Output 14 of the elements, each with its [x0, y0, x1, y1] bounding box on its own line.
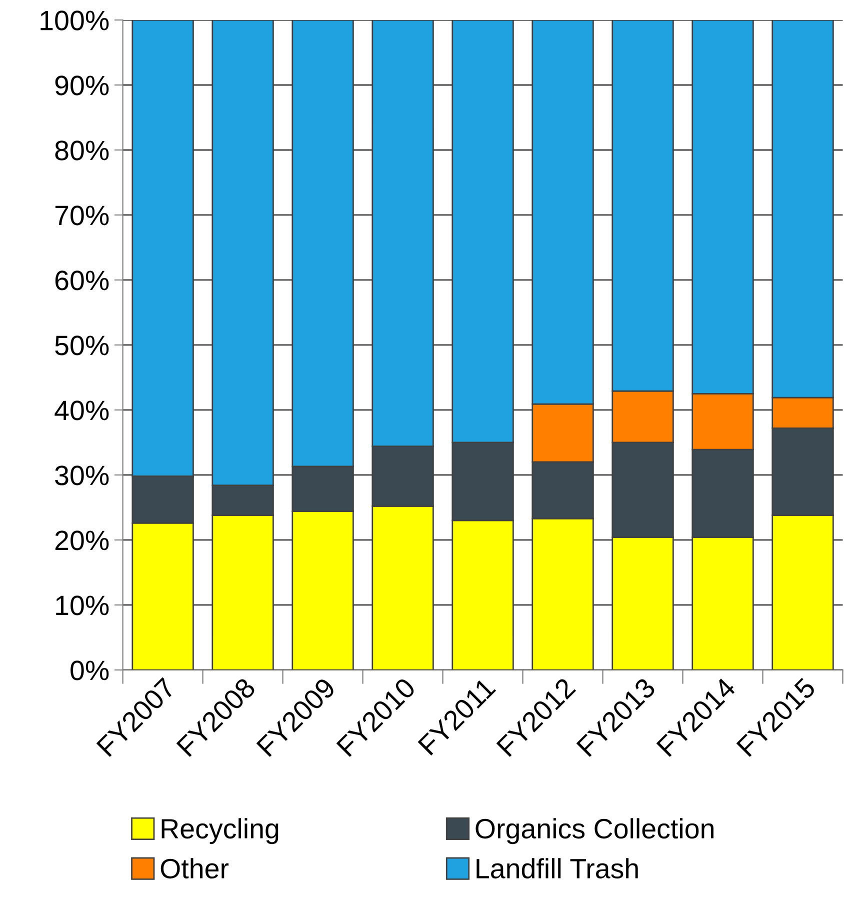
legend-label: Landfill Trash: [476, 858, 638, 879]
y-tick-label: 10%: [56, 596, 109, 616]
y-tick-label: 60%: [55, 270, 109, 290]
y-tick-label: 50%: [55, 336, 109, 356]
y-tick-label: 100%: [40, 10, 109, 30]
y-tick-label: 70%: [55, 206, 109, 226]
y-tick-label: 20%: [55, 530, 109, 550]
legend-label: Organics Collection: [476, 818, 714, 844]
legend-label: Recycling: [162, 818, 278, 844]
legend-label: Other: [160, 858, 229, 879]
y-tick-label: 80%: [55, 140, 109, 160]
y-tick-label: 40%: [54, 400, 109, 420]
y-tick-label: 30%: [55, 466, 109, 486]
y-tick-label: 90%: [55, 76, 109, 96]
